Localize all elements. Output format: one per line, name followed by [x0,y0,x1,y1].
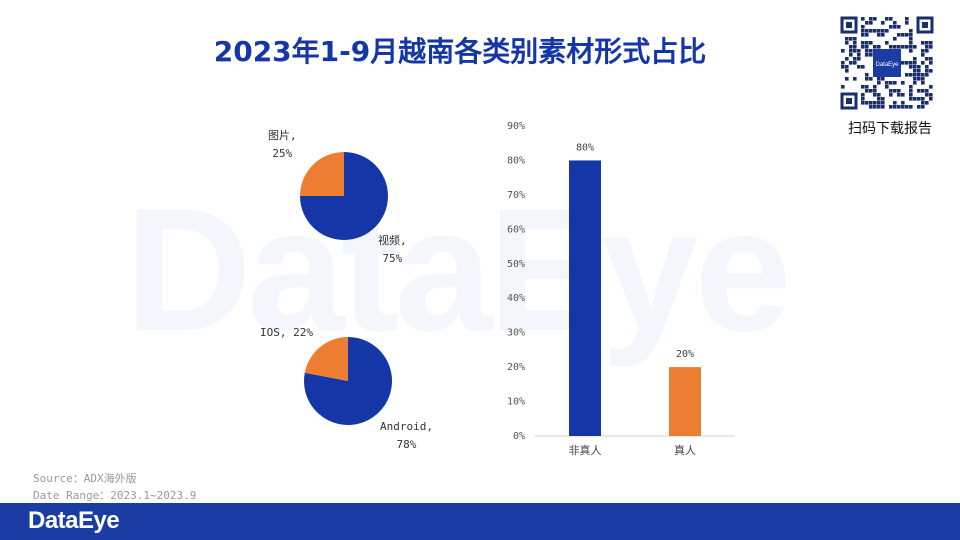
y-tick-label: 10% [507,397,525,408]
qr-code-image[interactable]: DataEye [840,16,934,110]
pie2-label-android-name: Android, [380,420,433,433]
x-category-label: 真人 [674,443,696,457]
qr-center-logo: DataEye [875,62,899,68]
footer-logo: DataEye [28,507,120,534]
y-tick-label: 70% [507,190,525,201]
y-tick-label: 90% [507,121,525,132]
pie-chart-platform [304,337,392,425]
pie1-label-image-value: 25% [272,147,293,160]
pie-chart-format [300,152,388,240]
page-title: 2023年1-9月越南各类别素材形式占比 [213,35,707,68]
y-tick-label: 50% [507,259,525,270]
pie2-label-android-value: 78% [396,438,417,451]
pie1-label-video: 视频, 75% [378,232,407,268]
pie1-slice-图片 [300,152,344,196]
watermark-logo: DataEye [125,173,792,368]
pie1-label-video-name: 视频, [378,234,407,247]
qr-caption: 扫码下载报告 [848,121,932,137]
pie2-label-ios-text: IOS, 22% [260,326,313,339]
y-tick-label: 80% [507,155,525,166]
y-tick-label: 0% [513,431,525,442]
bar-human [669,367,701,436]
date-range-note: Date Range：2023.1~2023.9 [33,489,197,502]
bar-data-label: 20% [676,349,694,360]
footer-bar: DataEye [0,503,960,540]
pie1-label-video-value: 75% [382,252,403,265]
pie2-slice-ios [304,337,348,381]
y-tick-label: 40% [507,293,525,304]
pie1-label-image-name: 图片, [268,129,297,142]
x-category-label: 非真人 [569,443,602,457]
pie2-label-android: Android, 78% [380,418,433,454]
pie2-label-ios: IOS, 22% [260,324,313,342]
y-tick-label: 20% [507,362,525,373]
y-tick-label: 30% [507,328,525,339]
y-tick-label: 60% [507,224,525,235]
bar-data-label: 80% [576,142,594,153]
bar-non-human [569,160,601,436]
source-note: Source：ADX海外版 [33,472,137,485]
pie1-label-image: 图片, 25% [268,127,297,163]
